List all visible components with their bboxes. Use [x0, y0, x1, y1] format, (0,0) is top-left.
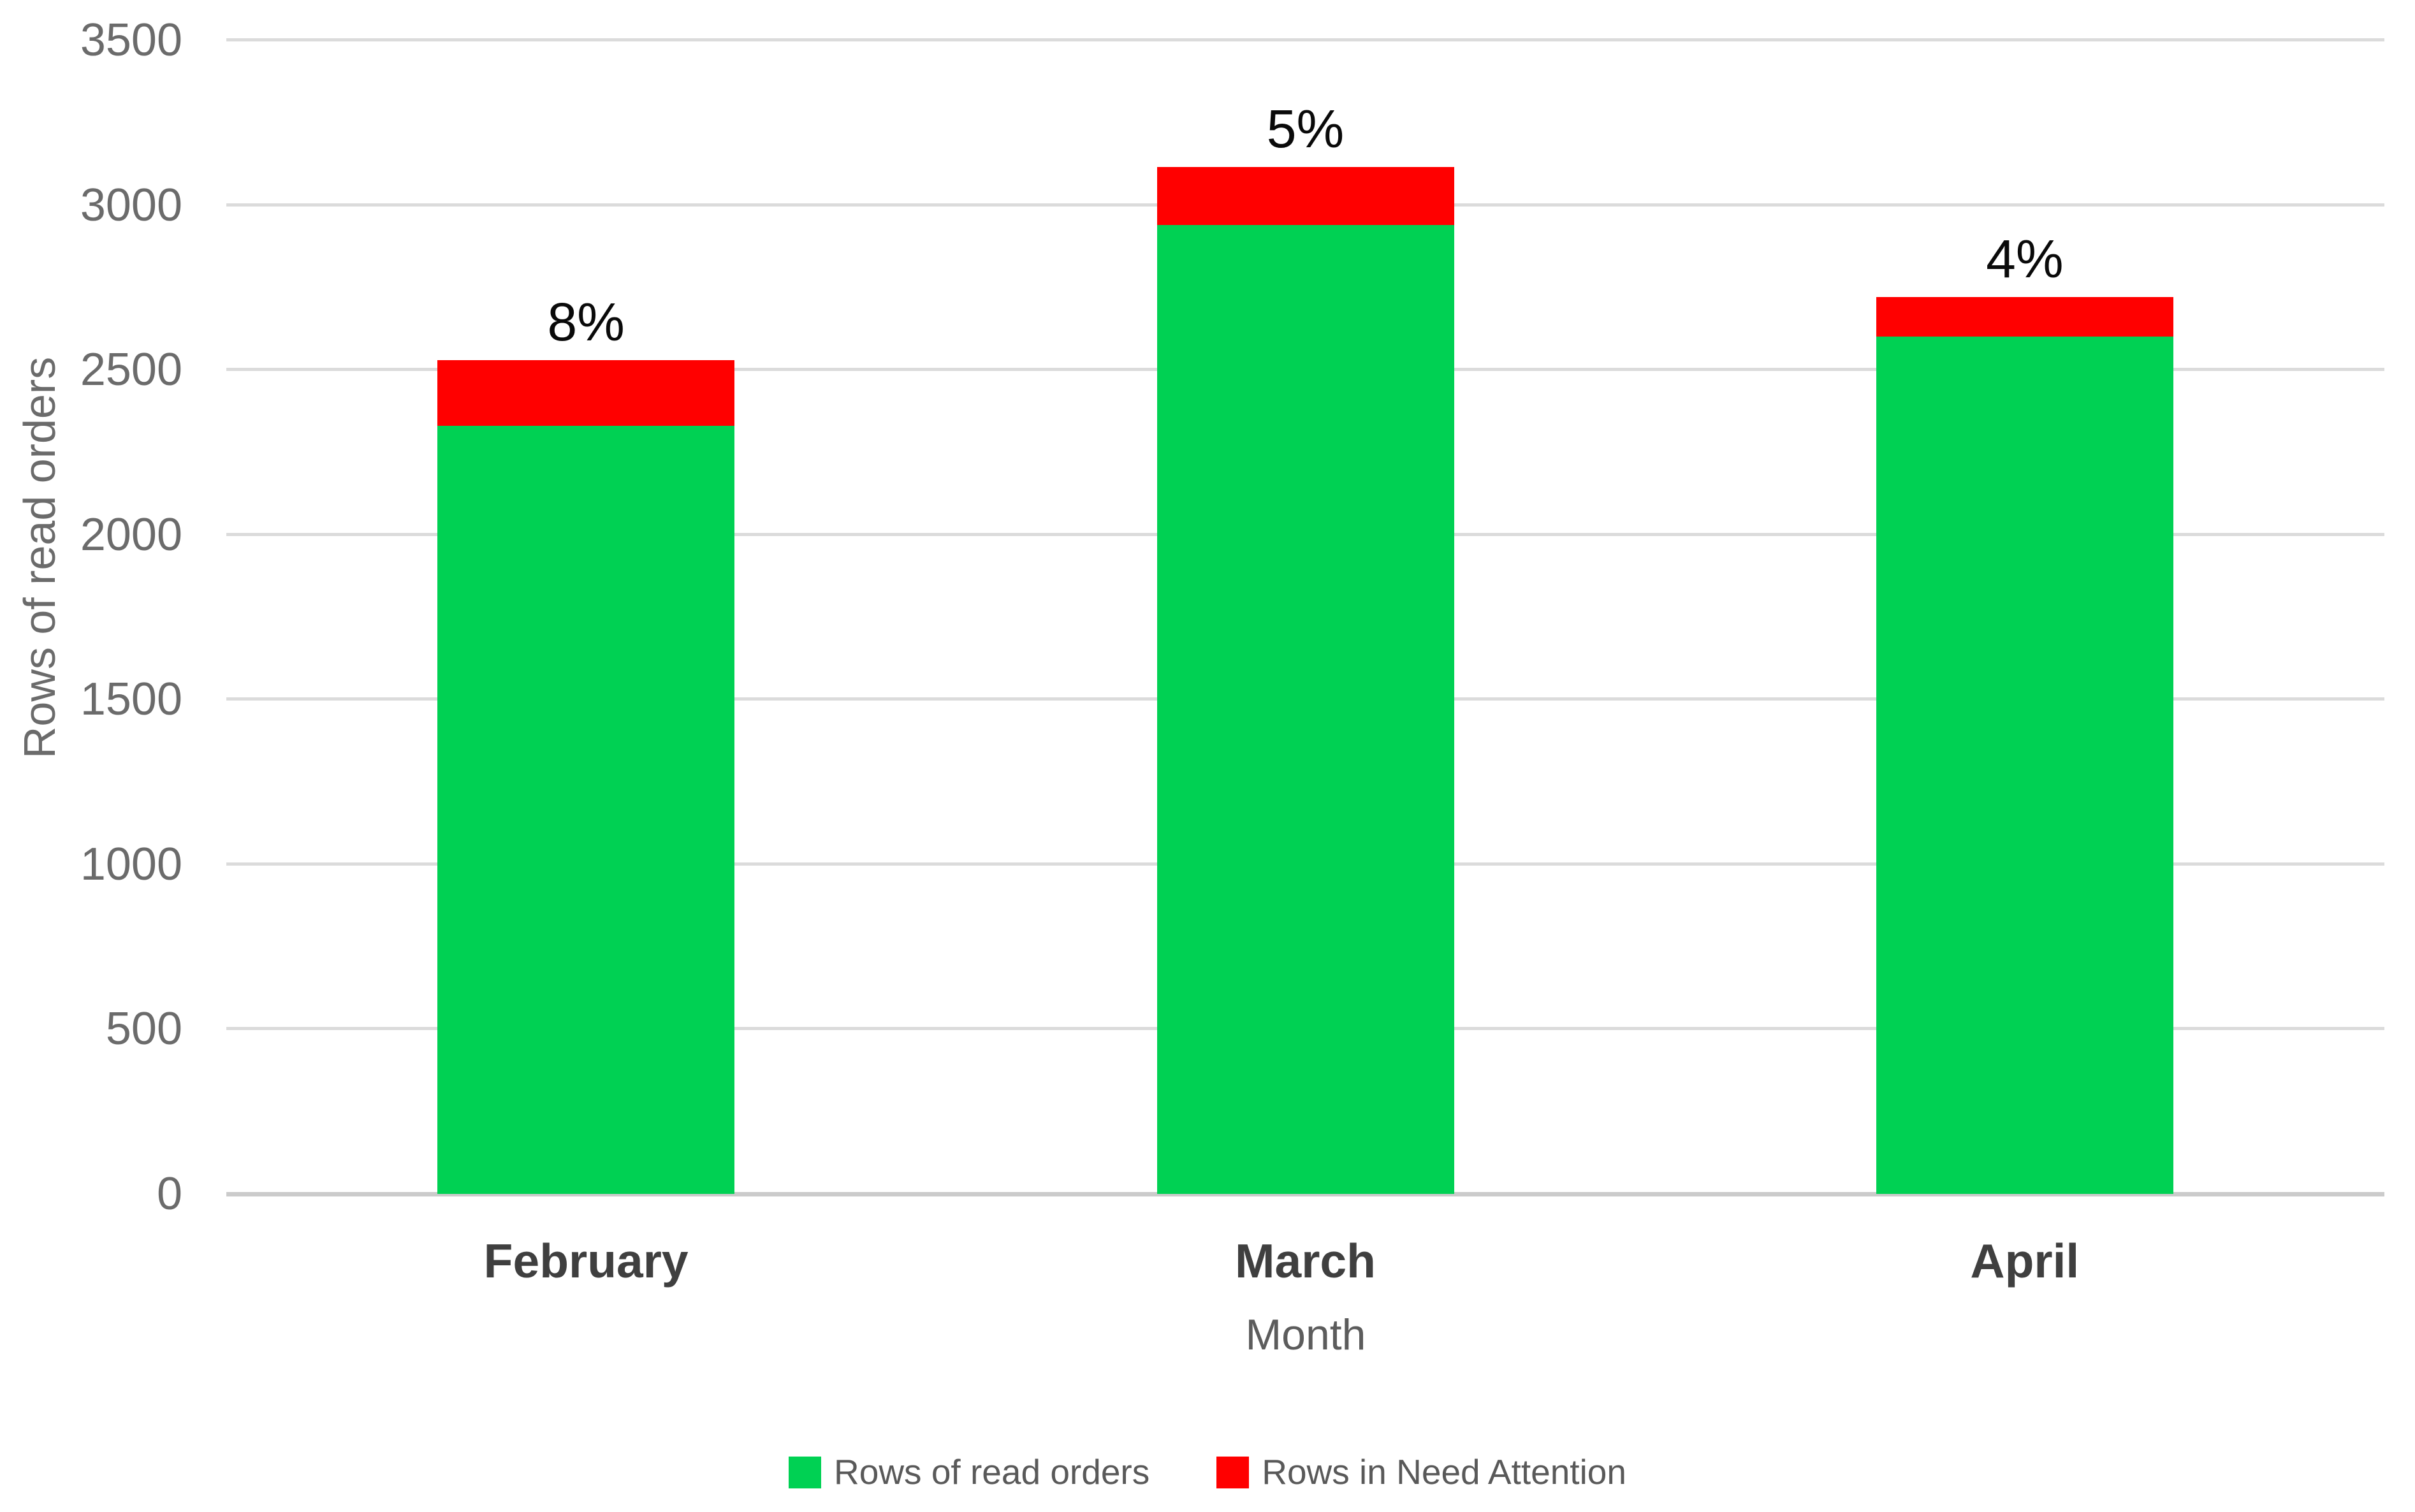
legend-item-need-attention: Rows in Need Attention [1216, 1455, 1626, 1490]
y-tick-label: 3000 [80, 179, 182, 231]
bar-segment-read-orders [1876, 337, 2173, 1194]
x-category-label: February [483, 1234, 689, 1288]
y-tick-label: 1000 [80, 838, 182, 890]
legend-swatch-read-orders [789, 1456, 822, 1488]
y-tick-label: 1500 [80, 674, 182, 725]
y-tick-label: 3500 [80, 15, 182, 66]
y-tick-label: 2500 [80, 344, 182, 396]
legend-label-read-orders: Rows of read orders [834, 1452, 1150, 1492]
bar-segment-read-orders [437, 426, 735, 1194]
x-category-label: March [1235, 1234, 1376, 1288]
x-category-label: April [1970, 1234, 2080, 1288]
y-tick-label: 500 [105, 1003, 182, 1055]
x-axis-baseline [226, 1192, 2384, 1196]
legend-item-read-orders: Rows of read orders [789, 1455, 1149, 1490]
legend: Rows of read orders Rows in Need Attenti… [0, 1455, 2415, 1490]
bar-segment-need-attention [1876, 297, 2173, 337]
bar-segment-need-attention [1156, 167, 1454, 225]
bar-segment-need-attention [437, 360, 735, 426]
gridline [226, 38, 2384, 41]
bar-segment-read-orders [1156, 224, 1454, 1194]
legend-label-need-attention: Rows in Need Attention [1262, 1452, 1626, 1492]
bar-percent-label: 8% [547, 291, 625, 352]
x-axis-title: Month [1245, 1311, 1366, 1359]
bar-percent-label: 4% [1986, 229, 2064, 289]
y-tick-label: 0 [156, 1168, 182, 1219]
legend-swatch-need-attention [1216, 1456, 1250, 1488]
bar-percent-label: 5% [1266, 99, 1345, 159]
y-tick-label: 2000 [80, 509, 182, 560]
plot-area: 8% 5% 4% [226, 38, 2384, 1196]
